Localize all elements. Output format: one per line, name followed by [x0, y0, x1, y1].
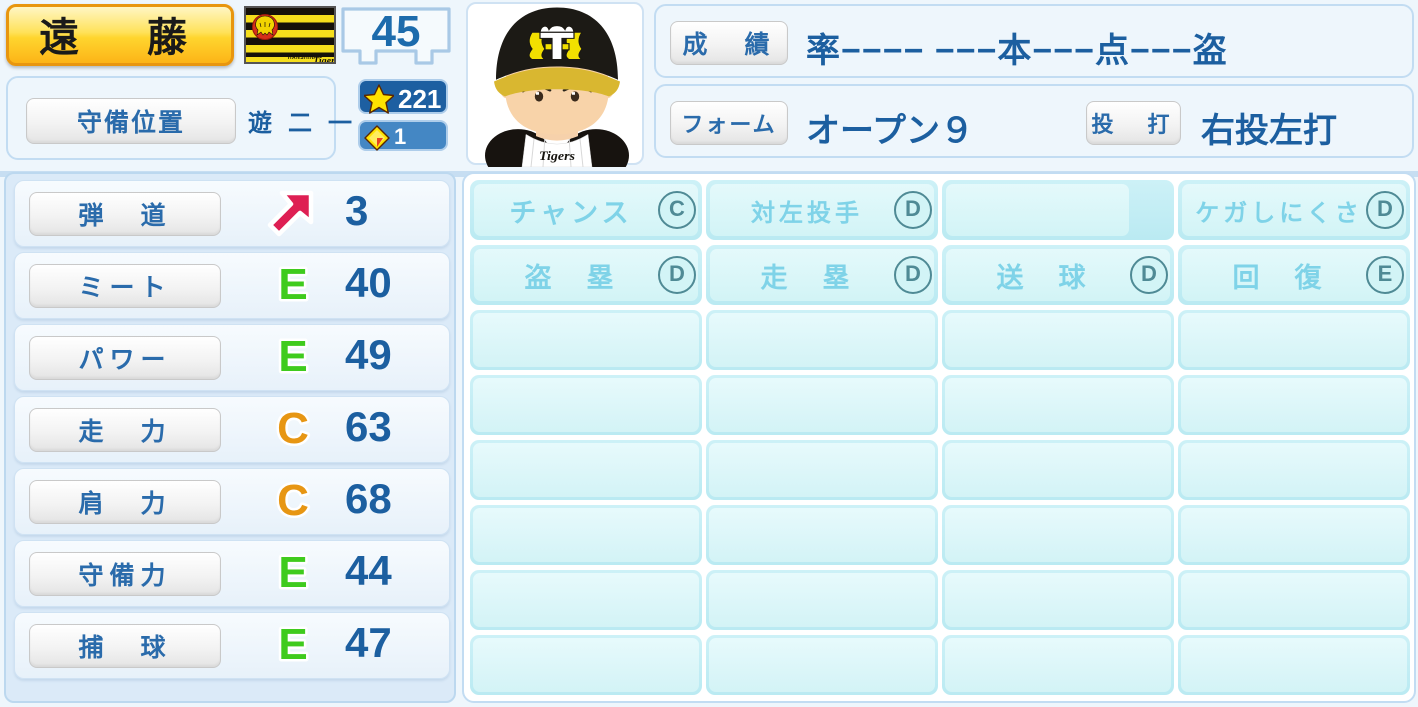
svg-text:C: C — [277, 407, 309, 453]
svg-text:E: E — [278, 263, 307, 309]
svg-text:Tigers: Tigers — [539, 149, 575, 163]
svg-text:Tigers: Tigers — [313, 56, 336, 64]
svg-text:E: E — [278, 623, 307, 669]
svg-text:HANSHIN: HANSHIN — [288, 55, 314, 61]
svg-text:E: E — [278, 335, 307, 381]
svg-text:E: E — [278, 551, 307, 597]
svg-text:C: C — [277, 479, 309, 525]
